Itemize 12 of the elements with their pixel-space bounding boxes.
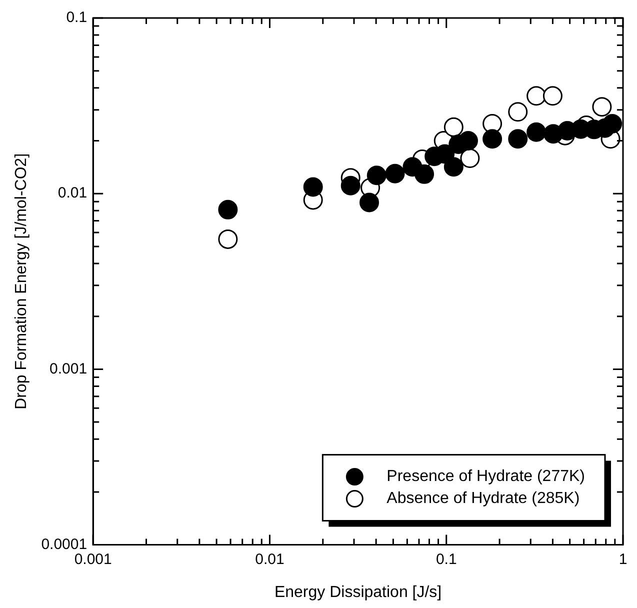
y-tick-label: 0.0001 <box>41 536 88 553</box>
legend-label: Absence of Hydrate (285K) <box>386 490 580 508</box>
y-tick-label: 0.01 <box>58 184 88 202</box>
y-axis-title: Drop Formation Energy [J/mol-CO2] <box>13 153 30 410</box>
x-tick-label: 0.001 <box>74 550 112 568</box>
x-tick-label: 1 <box>618 550 628 568</box>
legend-label: Presence of Hydrate (277K) <box>386 468 586 486</box>
y-tick-label: 0.001 <box>50 360 88 378</box>
x-tick-label: 0.1 <box>436 550 457 568</box>
y-tick-label: 0.1 <box>66 9 88 26</box>
x-axis-title: Energy Dissipation [J/s] <box>274 584 442 601</box>
x-tick-label: 0.01 <box>255 550 284 568</box>
